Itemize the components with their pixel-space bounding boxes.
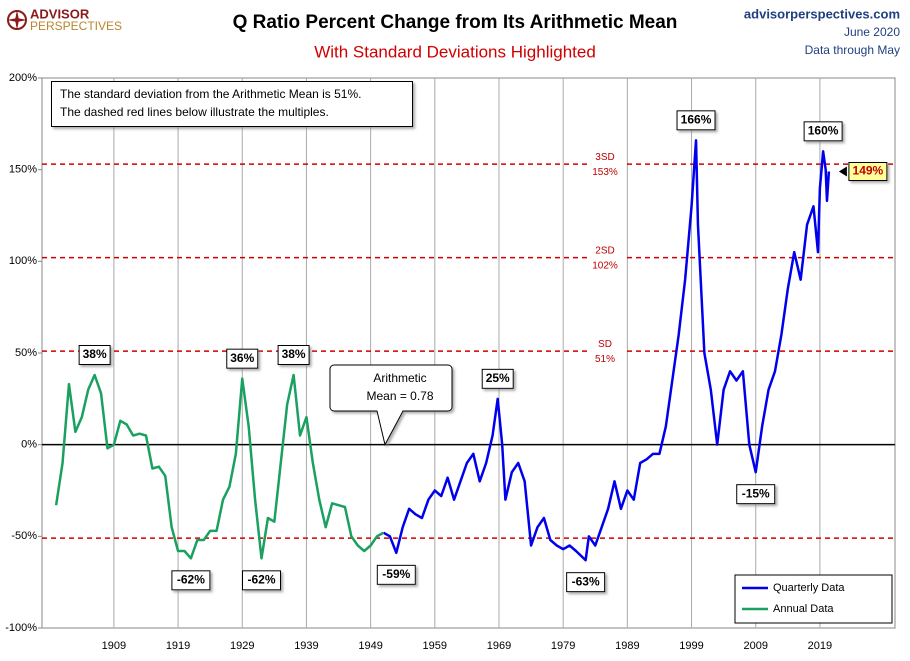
text-box bbox=[51, 81, 413, 127]
callout-bubble bbox=[329, 364, 453, 447]
annotation-box bbox=[171, 570, 211, 591]
y-tick-label: 200% bbox=[9, 72, 37, 84]
x-tick-label: 1999 bbox=[679, 640, 703, 652]
y-tick-label: 50% bbox=[15, 347, 37, 359]
x-tick-label: 1939 bbox=[294, 640, 318, 652]
x-tick-label: 1979 bbox=[551, 640, 575, 652]
sd-label-bg bbox=[587, 151, 623, 178]
x-tick-label: 2019 bbox=[808, 640, 832, 652]
x-tick-label: 2009 bbox=[743, 640, 767, 652]
logo: ADVISOR PERSPECTIVES bbox=[7, 6, 122, 33]
annotation-label: -63% bbox=[572, 574, 600, 588]
logo-text: PERSPECTIVES bbox=[30, 19, 122, 33]
y-tick-label: -50% bbox=[11, 530, 37, 542]
sd-label: 51% bbox=[595, 354, 615, 365]
data-note: Data through May bbox=[805, 43, 900, 57]
annotation-box bbox=[242, 570, 282, 591]
x-tick-label: 1909 bbox=[102, 640, 126, 652]
logo-text: ADVISOR bbox=[30, 6, 90, 21]
annotation-box bbox=[376, 564, 416, 585]
annotation-box bbox=[481, 368, 514, 389]
current-arrow bbox=[838, 166, 847, 177]
annotation-label: -15% bbox=[742, 486, 770, 500]
chart-subtitle: With Standard Deviations Highlighted bbox=[314, 42, 596, 61]
legend-box bbox=[734, 574, 893, 624]
annotation-label: 160% bbox=[808, 124, 839, 138]
annotation-box bbox=[78, 345, 111, 365]
current-box bbox=[848, 162, 888, 181]
callout-text: Arithmetic bbox=[373, 371, 426, 385]
legend-label: Quarterly Data bbox=[773, 582, 845, 594]
x-tick-label: 1949 bbox=[358, 640, 382, 652]
annotation-label: 166% bbox=[681, 113, 712, 127]
annotation-label: 38% bbox=[282, 347, 306, 361]
annotation-box bbox=[736, 484, 776, 505]
current-label: 149% bbox=[853, 164, 884, 178]
y-tick-label: 150% bbox=[9, 164, 37, 176]
sd-name: SD bbox=[598, 339, 612, 350]
y-tick-label: 0% bbox=[21, 439, 37, 451]
annotation-label: -62% bbox=[248, 573, 276, 587]
sd-label-bg bbox=[587, 338, 623, 365]
legend: Quarterly Data Annual Data bbox=[734, 574, 893, 624]
annotation-box bbox=[566, 572, 606, 593]
x-tick-label: 1919 bbox=[166, 640, 190, 652]
series-line bbox=[54, 373, 385, 560]
annotation-box bbox=[277, 345, 310, 365]
chart-title: Q Ratio Percent Change from Its Arithmet… bbox=[233, 12, 678, 33]
x-tick-label: 1929 bbox=[230, 640, 254, 652]
y-tick-label: 100% bbox=[9, 255, 37, 267]
text-box-line: The dashed red lines below illustrate th… bbox=[60, 105, 329, 119]
annotation-label: 25% bbox=[486, 371, 510, 385]
sd-name: 2SD bbox=[595, 245, 614, 256]
date: June 2020 bbox=[844, 25, 900, 39]
annotation-label: -62% bbox=[177, 573, 205, 587]
sd-label: 102% bbox=[592, 260, 618, 271]
plot-frame bbox=[41, 77, 896, 629]
x-tick-label: 1989 bbox=[615, 640, 639, 652]
callout-text: Mean = 0.78 bbox=[366, 389, 433, 403]
annotation-box bbox=[803, 121, 843, 142]
annotation-label: 36% bbox=[230, 351, 254, 365]
annotation-box bbox=[226, 348, 259, 369]
sd-label-bg bbox=[587, 244, 623, 271]
sd-name: 3SD bbox=[595, 152, 614, 163]
annotation-label: -59% bbox=[382, 567, 410, 581]
x-tick-label: 1969 bbox=[487, 640, 511, 652]
annotation-label: 38% bbox=[83, 347, 107, 361]
text-box-line: The standard deviation from the Arithmet… bbox=[60, 87, 361, 101]
annotation-box bbox=[676, 110, 716, 131]
sd-label: 153% bbox=[592, 167, 618, 178]
site: advisorperspectives.com bbox=[744, 6, 900, 21]
legend-label: Annual Data bbox=[773, 603, 834, 615]
y-tick-label: -100% bbox=[5, 622, 37, 634]
series-line bbox=[382, 139, 831, 562]
x-tick-label: 1959 bbox=[423, 640, 447, 652]
